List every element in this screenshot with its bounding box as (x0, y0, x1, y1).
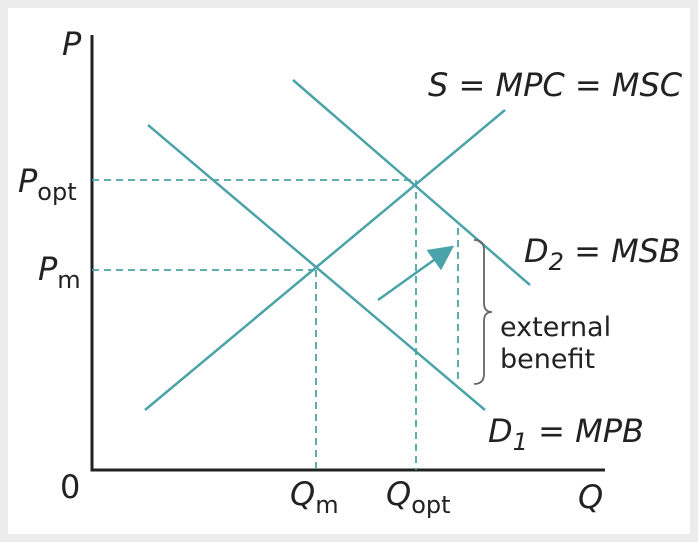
label-main: Q (386, 475, 411, 513)
label-main: P (38, 250, 58, 288)
annotation-line: benefit (500, 344, 595, 375)
d2-label: D2 = MSB (524, 232, 681, 276)
label-rest: = MPB (528, 412, 644, 450)
y-axis-label: P (62, 25, 82, 63)
label-sub: m (57, 266, 80, 294)
label-main: P (18, 162, 38, 200)
label-main: D (524, 232, 549, 270)
label-rest: = MSB (564, 232, 681, 270)
label-sub: 1 (513, 428, 528, 456)
label-sub: 2 (549, 248, 564, 276)
panel (8, 8, 690, 534)
label-main: D (488, 412, 513, 450)
q-opt-label: Qopt (386, 475, 451, 519)
label-sub: opt (411, 491, 450, 519)
p-opt-label: Popt (18, 162, 77, 206)
guide-lines (92, 179, 459, 470)
origin-label: 0 (60, 468, 80, 506)
annotation-line: external (500, 312, 611, 343)
shift-arrow (377, 245, 455, 302)
supply-label: S = MPC = MSC (428, 66, 683, 104)
label-sub: m (315, 491, 338, 519)
label-main: Q (290, 475, 315, 513)
label-sub: opt (37, 178, 76, 206)
p-m-label: Pm (38, 250, 81, 294)
supply-curve (144, 109, 506, 411)
d1-curve (147, 124, 486, 411)
d1-label: D1 = MPB (488, 412, 644, 456)
d2-curve (292, 79, 531, 286)
q-m-label: Qm (290, 475, 339, 519)
brace (473, 239, 493, 385)
x-axis-label: Q (578, 478, 603, 516)
